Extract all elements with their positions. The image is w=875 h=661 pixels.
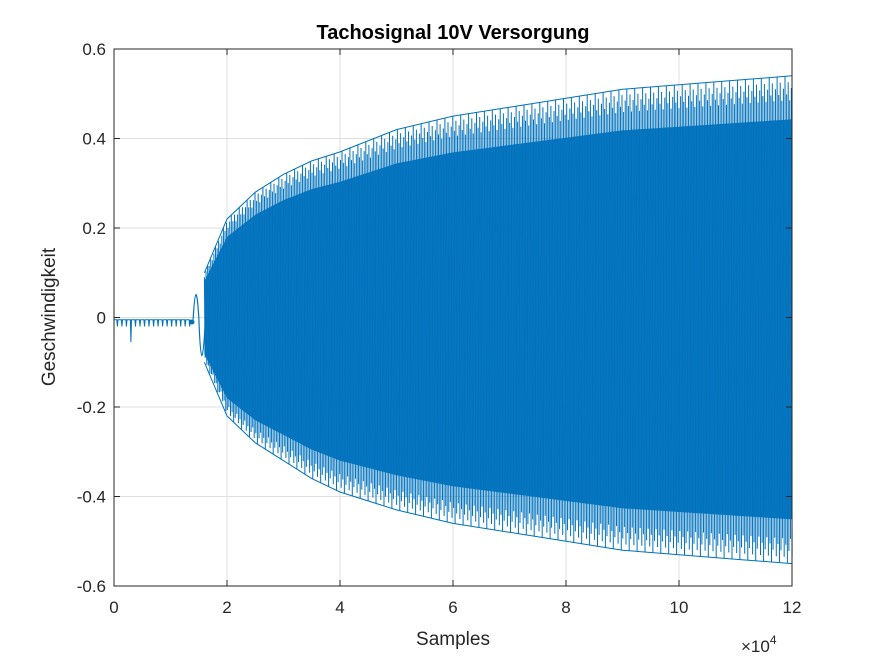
lower-envelope [203,362,793,565]
x-tick-label: 6 [448,598,457,617]
y-tick-label: -0.4 [77,488,106,507]
y-tick-label: -0.6 [77,577,106,596]
y-tick-label: 0 [97,309,106,328]
x-exponent-power: 4 [770,633,777,647]
y-tick-label: 0.4 [82,130,106,149]
x-tick-label: 4 [335,598,344,617]
startup-bump-trace [192,294,207,357]
y-ticks: -0.6 -0.4 -0.2 0 0.2 0.4 0.6 [77,40,792,596]
pre-start-trace [114,319,191,343]
x-tick-label: 2 [222,598,231,617]
y-tick-label: -0.2 [77,398,106,417]
signal-series [114,75,793,565]
y-tick-label: 0.2 [82,219,106,238]
oscillation-trace [203,76,793,564]
x-tick-label: 12 [783,598,802,617]
y-axis-label: Geschwindigkeit [39,247,60,386]
x-tick-label: 10 [670,598,689,617]
start-marker [189,319,195,325]
upper-envelope [203,75,793,273]
x-exponent-label: ×104 [741,633,777,656]
x-axis-label: Samples [416,629,490,650]
chart-title: Tachosignal 10V Versorgung [316,22,589,44]
x-ticks: 0 2 4 6 8 10 12 [109,49,801,617]
x-tick-label: 8 [561,598,570,617]
x-tick-label: 0 [109,598,118,617]
x-exponent-base: ×10 [741,637,770,656]
y-tick-label: 0.6 [82,40,106,59]
